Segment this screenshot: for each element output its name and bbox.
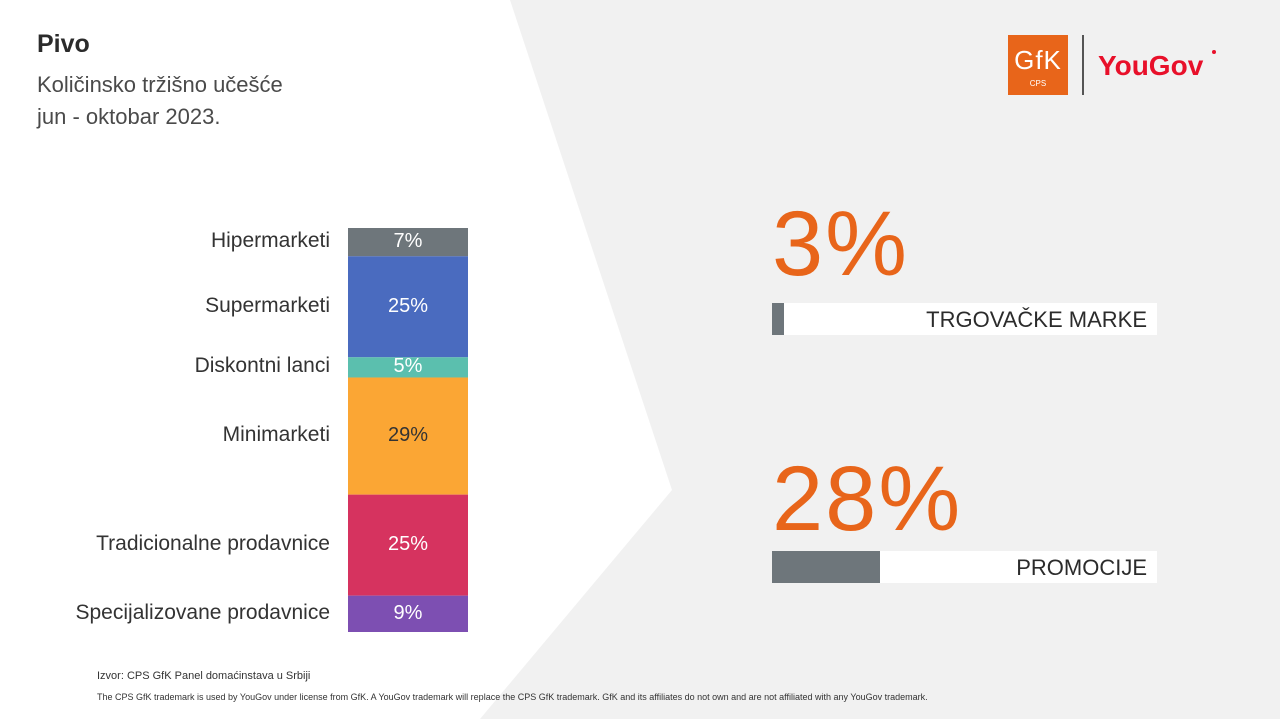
- category-label-4: Tradicionalne prodavnice: [96, 532, 330, 556]
- category-label-3: Minimarketi: [222, 423, 330, 447]
- yougov-logo: YouGov: [1098, 50, 1204, 81]
- kpi-promotions-value: 28%: [772, 448, 963, 550]
- bar-value-label-5: 9%: [393, 601, 423, 624]
- trademark-disclaimer: The CPS GfK trademark is used by YouGov …: [97, 692, 928, 702]
- bar-value-label-2: 5%: [393, 355, 423, 378]
- page-subtitle-period: jun - oktobar 2023.: [37, 104, 221, 129]
- yougov-logo-dot: [1212, 50, 1216, 54]
- bar-value-label-3: 29%: [387, 424, 429, 447]
- gfk-logo-sub: CPS: [1029, 79, 1047, 88]
- gfk-logo: GfK CPS: [1008, 35, 1068, 95]
- page-subtitle-measure: Količinsko tržišno učešće: [37, 72, 283, 97]
- kpi-private-label-label: TRGOVAČKE MARKE: [926, 307, 1147, 332]
- kpi-private-label-value: 3%: [772, 193, 909, 295]
- page-title: Pivo: [37, 30, 90, 58]
- kpi-promotions-bar: [772, 551, 880, 583]
- gfk-logo-text: GfK: [1014, 45, 1062, 75]
- source-note: Izvor: CPS GfK Panel domaćinstava u Srbi…: [97, 670, 311, 682]
- kpi-private-label-bar: [772, 303, 784, 335]
- category-label-0: Hipermarketi: [210, 229, 330, 253]
- category-label-1: Supermarketi: [205, 293, 330, 317]
- bar-value-label-0: 7%: [393, 230, 423, 253]
- kpi-private-label-track: TRGOVAČKE MARKE: [772, 303, 1157, 335]
- kpi-promotions-label: PROMOCIJE: [1016, 555, 1147, 580]
- bar-value-label-4: 25%: [387, 533, 429, 556]
- category-label-2: Diskontni lanci: [194, 354, 330, 378]
- bar-value-label-1: 25%: [387, 294, 429, 317]
- logo-divider: [1082, 35, 1084, 95]
- kpi-promotions-track: PROMOCIJE: [772, 551, 1157, 583]
- category-label-5: Specijalizovane prodavnice: [75, 600, 331, 624]
